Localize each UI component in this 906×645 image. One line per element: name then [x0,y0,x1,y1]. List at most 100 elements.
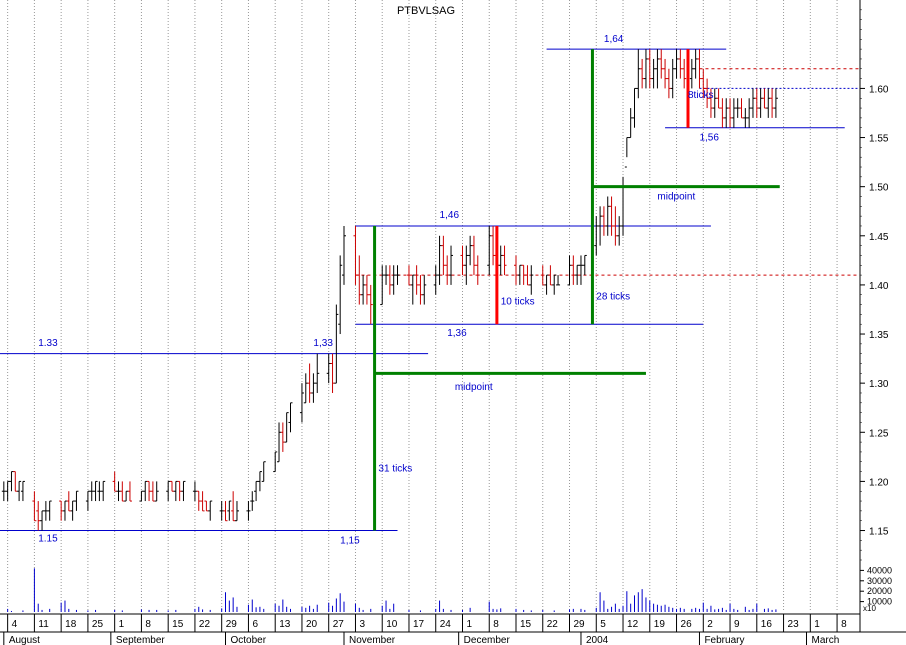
x-day-label: 10 [386,619,398,630]
ohlc-bar [170,480,174,492]
ohlc-bar [143,480,148,502]
y-tick-label: 1.20 [869,477,889,488]
x-day-label: 26 [681,619,693,630]
ohlc-bar [609,196,614,236]
label-1-15-left: 1.15 [38,533,58,544]
ohlc-bar [674,49,679,79]
ohlc-bar [728,98,733,128]
ohlc-bar [384,265,389,285]
ohlc-bar [594,216,599,256]
label-10-ticks: 10 ticks [501,297,535,308]
ohlc-bar [234,501,239,522]
ohlc-bar [303,373,308,404]
ohlc-bar [720,98,725,128]
ohlc-bar [112,471,117,492]
x-day-label: 22 [199,619,211,630]
ohlc-bar [127,481,132,502]
ohlc-bar [708,88,713,118]
ohlc-bar [487,225,492,276]
x-day-label: 8 [493,619,499,630]
label-1-36: 1,36 [447,328,467,339]
ohlc-bar [666,68,671,99]
y-tick-label: 1.60 [869,84,889,95]
y-tick-label: 1.25 [869,428,889,439]
ohlc-bar [47,500,52,521]
x-day-label: 16 [761,619,773,630]
x-month-label: October [231,635,267,645]
x-day-label: 29 [226,619,238,630]
ohlc-bar [705,78,710,109]
ohlc-bar [663,58,668,89]
ohlc-bar [655,49,660,89]
ohlc-bar [552,274,557,295]
ohlc-bar [147,480,152,502]
label-1-46: 1,46 [440,210,460,221]
ohlc-bar [17,480,22,502]
x-day-label: 13 [279,619,291,630]
ohlc-bar [773,88,778,118]
x-day-label: 15 [172,619,184,630]
ohlc-bar [441,235,446,276]
x-day-label: 29 [574,619,586,630]
ohlc-bar [43,501,48,521]
ohlc-bar [150,481,155,502]
ohlc-bar [640,58,645,89]
ohlc-bar [223,501,228,522]
ohlc-bar [762,88,767,109]
ohlc-bar [124,490,129,502]
x-day-label: 8 [841,619,847,630]
ohlc-bar [449,245,454,285]
trend-lines [0,48,860,532]
ohlc-bar [731,98,736,128]
ohlc-bar [406,265,411,286]
ohlc-bar [231,491,236,522]
ohlc-bar [315,353,320,393]
ohlc-bar [712,88,717,118]
ohlc-bar [670,58,675,99]
ohlc-bar [601,206,606,236]
ohlc-bar [196,490,201,511]
ohlc-bar [299,383,304,423]
ohlc-bar [475,255,480,285]
ohlc-bar [624,137,629,168]
ohlc-bar [548,265,553,286]
x-day-label: 1 [466,619,472,630]
annotations: 1.33 1,33 1.15 1,15 1,46 1,36 1,64 1,56 31 ticks… [38,34,719,546]
ohlc-bar [204,500,209,512]
ohlc-bar [20,480,25,502]
ohlc-bar [739,98,744,119]
price-bars [1,49,778,531]
ohlc-bar [288,402,293,433]
ohlc-bar [464,245,469,285]
ohlc-bar [311,373,316,403]
x-month-label: December [464,635,511,645]
ohlc-bar [334,304,339,384]
ohlc-bar [192,481,197,502]
ohlc-bar [468,235,473,266]
x-day-label: 3 [359,619,365,630]
x-day-label: 9 [734,619,740,630]
ohlc-bar [643,49,648,89]
ohlc-bar [36,501,41,531]
ohlc-bar [502,245,507,276]
ohlc-bar [437,235,442,285]
ohlc-bar [364,275,369,305]
ohlc-bar [754,88,759,118]
label-8-ticks: 8ticks [688,90,714,101]
ohlc-bar [605,196,610,236]
ohlc-bar [693,49,698,79]
label-28-ticks: 28 ticks [596,292,630,303]
x-month-label: March [811,635,839,645]
y-tick-label: 1.45 [869,232,889,243]
ohlc-bar [628,108,633,139]
ohlc-bar [391,265,396,295]
ohlc-bar [395,265,400,285]
ohlc-bar [471,235,476,276]
ohlc-bar [139,490,144,502]
ohlc-bar [682,58,687,89]
ohlc-bar [632,87,637,128]
ohlc-bar [617,216,622,246]
ohlc-bar [517,264,522,285]
ohlc-bar [582,254,587,276]
